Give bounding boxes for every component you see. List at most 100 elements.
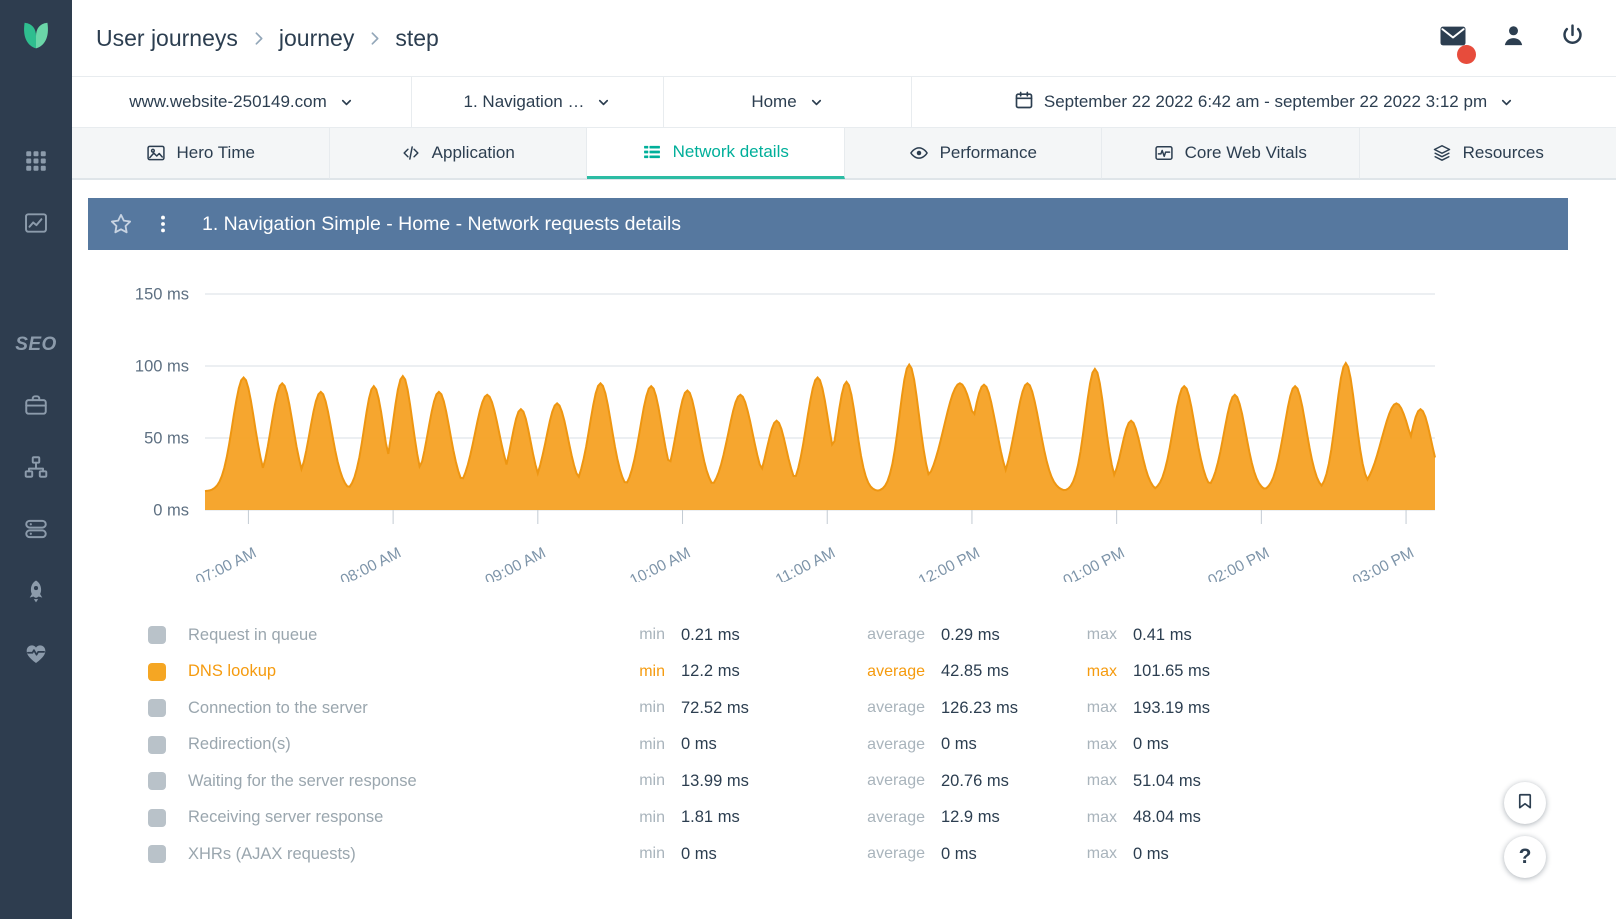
performance-eye-icon (909, 143, 929, 163)
briefcase-icon (23, 392, 49, 423)
series-label[interactable]: XHRs (AJAX requests) (188, 844, 356, 863)
rocket-icon (23, 578, 49, 609)
y-axis-label: 0 ms (153, 502, 189, 520)
top-header: User journeys journey step (72, 0, 1616, 76)
max-label: max (1086, 626, 1117, 644)
step-dropdown[interactable]: Home (664, 77, 912, 127)
health-pulse-icon (23, 640, 49, 671)
breadcrumb-item-step[interactable]: step (395, 24, 439, 51)
breadcrumb-item-user-journeys[interactable]: User journeys (96, 24, 238, 51)
min-value: 0 ms (681, 735, 717, 754)
tab-bar: Hero Time Application Network details Perfo… (72, 128, 1616, 180)
series-label[interactable]: Request in queue (188, 625, 318, 644)
bookmark-button[interactable] (1504, 782, 1546, 824)
sidebar-item-apps-grid[interactable] (0, 132, 72, 194)
max-value: 0 ms (1133, 735, 1169, 754)
network-list-icon (642, 142, 662, 162)
max-label: max (1086, 662, 1117, 680)
chevron-down-icon (596, 95, 611, 110)
series-label[interactable]: Waiting for the server response (188, 771, 417, 790)
favorite-star-icon[interactable] (108, 211, 134, 237)
x-axis-label: 09:00 AM (483, 544, 549, 582)
average-value: 0.29 ms (941, 625, 1000, 644)
chart-container: 0 ms 50 ms 100 ms 150 ms 07:00 AM 08:00 AM 09:… (88, 250, 1568, 590)
tab-performance[interactable]: Performance (844, 128, 1102, 179)
series-checkbox[interactable] (148, 808, 166, 827)
series-checkbox[interactable] (148, 772, 166, 791)
min-value: 13.99 ms (681, 771, 749, 790)
tab-application[interactable]: Application (329, 128, 587, 179)
resources-stack-icon (1432, 143, 1452, 163)
chevron-right-icon (366, 30, 383, 47)
logout-button[interactable] (1559, 22, 1586, 54)
sidebar-item-server[interactable] (0, 500, 72, 562)
x-axis-label: 07:00 AM (193, 544, 259, 582)
journey-dropdown[interactable]: 1. Navigation … (412, 77, 664, 127)
sidebar-item-sitemap[interactable] (0, 438, 72, 500)
legend-row-request-in-queue: Request in queue min 0.21 ms average 0.29 ms… (88, 617, 1568, 654)
messages-button[interactable] (1438, 21, 1476, 64)
journey-dropdown-value: 1. Navigation … (463, 92, 585, 111)
step-dropdown-value: Home (751, 92, 797, 111)
application-code-icon (401, 143, 421, 163)
average-value: 20.76 ms (941, 771, 1009, 790)
question-mark-icon: ? (1518, 845, 1532, 868)
series-checkbox[interactable] (148, 735, 166, 754)
server-icon (23, 516, 49, 547)
series-checkbox[interactable] (148, 662, 166, 681)
sidebar-item-rocket[interactable] (0, 562, 72, 624)
sidebar-item-seo[interactable]: SEO (15, 334, 57, 355)
bookmark-icon (1515, 791, 1535, 816)
series-checkbox[interactable] (148, 845, 166, 864)
chevron-down-icon (339, 95, 354, 110)
x-axis-label: 11:00 AM (773, 544, 838, 582)
series-label[interactable]: DNS lookup (188, 662, 277, 681)
date-range-picker[interactable]: September 22 2022 6:42 am - september 22… (912, 77, 1616, 127)
network-timing-chart[interactable]: 0 ms 50 ms 100 ms 150 ms 07:00 AM 08:00 AM 09:… (88, 262, 1568, 590)
brand-logo[interactable] (0, 0, 72, 76)
calendar-icon (1014, 90, 1034, 115)
dns-lookup-line (204, 361, 1436, 493)
min-value: 72.52 ms (681, 698, 749, 717)
series-label[interactable]: Connection to the server (188, 698, 368, 717)
chevron-down-icon (809, 95, 824, 110)
y-axis-label: 100 ms (135, 358, 189, 376)
legend-row-redirection-s: Redirection(s) min 0 ms average 0 ms max 0 ms (88, 727, 1568, 764)
sidebar-item-health-pulse[interactable] (0, 624, 72, 686)
analytics-chart-icon (23, 210, 49, 241)
max-value: 0 ms (1133, 844, 1169, 863)
max-label: max (1086, 845, 1117, 863)
max-label: max (1086, 699, 1117, 717)
max-label: max (1086, 735, 1117, 753)
series-label[interactable]: Receiving server response (188, 808, 384, 827)
legend-row-connection-to-the-server: Connection to the server min 72.52 ms avera… (88, 690, 1568, 727)
series-label[interactable]: Redirection(s) (188, 735, 291, 754)
chevron-right-icon (250, 30, 267, 47)
tab-hero-time[interactable]: Hero Time (72, 128, 330, 179)
min-label: min (639, 808, 665, 826)
average-value: 0 ms (941, 844, 977, 863)
user-icon (1500, 22, 1527, 54)
apps-grid-icon (23, 148, 49, 179)
series-checkbox[interactable] (148, 626, 166, 645)
series-checkbox[interactable] (148, 699, 166, 718)
header-actions (1438, 21, 1586, 64)
kebab-menu-icon[interactable] (152, 213, 174, 235)
legend-row-receiving-server-response: Receiving server response min 1.81 ms avera… (88, 800, 1568, 837)
help-button[interactable]: ? (1504, 836, 1546, 878)
tab-core-web-vitals[interactable]: Core Web Vitals (1102, 128, 1360, 179)
tab-network-details[interactable]: Network details (587, 128, 845, 179)
website-dropdown[interactable]: www.website-250149.com (72, 77, 412, 127)
average-value: 42.85 ms (941, 662, 1009, 681)
average-value: 12.9 ms (941, 808, 1000, 827)
sidebar-item-briefcase[interactable] (0, 376, 72, 438)
y-axis-label: 50 ms (144, 430, 189, 448)
network-details-panel: 1. Navigation Simple - Home - Network re… (88, 198, 1568, 899)
max-value: 48.04 ms (1133, 808, 1201, 827)
breadcrumb-item-journey[interactable]: journey (278, 24, 355, 51)
x-axis-label: 10:00 AM (627, 544, 693, 582)
account-button[interactable] (1500, 22, 1527, 54)
sidebar-item-analytics-chart[interactable] (0, 194, 72, 256)
average-label: average (867, 735, 925, 753)
tab-resources[interactable]: Resources (1359, 128, 1616, 179)
